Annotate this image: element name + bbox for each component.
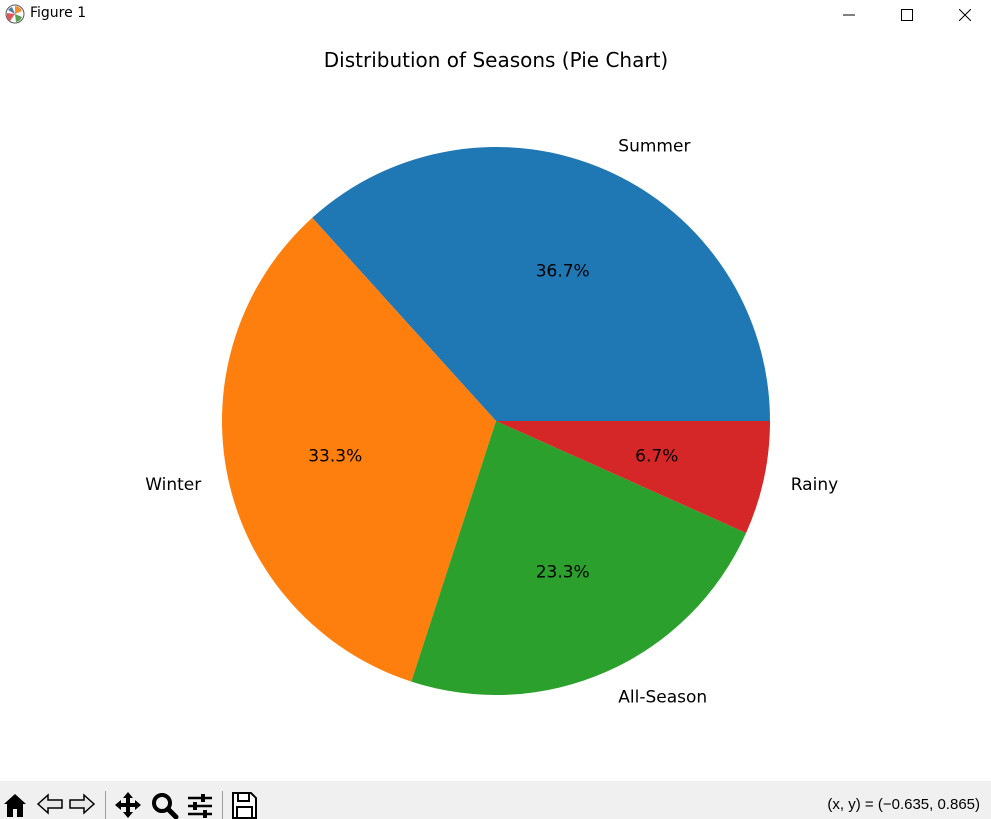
minimize-icon bbox=[843, 14, 855, 15]
chart-title: Distribution of Seasons (Pie Chart) bbox=[324, 48, 668, 72]
cursor-coordinates: (x, y) = (−0.635, 0.865) bbox=[827, 796, 980, 813]
pie-chart: Distribution of Seasons (Pie Chart) Summ… bbox=[145, 48, 838, 707]
window-title: Figure 1 bbox=[30, 5, 87, 21]
navigation-toolbar: (x, y) = (−0.635, 0.865) bbox=[0, 781, 991, 819]
forward-arrow-icon bbox=[69, 793, 96, 815]
pie-slice-rainy bbox=[496, 421, 770, 533]
close-button[interactable] bbox=[936, 0, 991, 29]
pan-button[interactable] bbox=[113, 791, 143, 819]
home-icon bbox=[4, 794, 26, 817]
maximize-icon bbox=[901, 8, 913, 21]
slice-percent-winter: 33.3% bbox=[308, 446, 362, 466]
slice-percent-rainy: 6.7% bbox=[635, 446, 678, 466]
back-arrow-icon bbox=[36, 793, 63, 815]
slice-percent-all-season: 23.3% bbox=[536, 562, 590, 582]
slice-label-summer: Summer bbox=[618, 137, 690, 157]
move-icon bbox=[115, 792, 141, 818]
toolbar-separator bbox=[222, 791, 223, 819]
zoom-button[interactable] bbox=[150, 791, 180, 819]
sliders-icon bbox=[188, 794, 212, 818]
close-icon bbox=[959, 8, 971, 21]
slice-label-winter: Winter bbox=[145, 475, 201, 495]
matplotlib-icon bbox=[5, 4, 25, 24]
configure-subplots-button[interactable] bbox=[186, 791, 214, 819]
figure-canvas[interactable]: Distribution of Seasons (Pie Chart) Summ… bbox=[0, 29, 991, 781]
pie-slice-all-season bbox=[411, 421, 747, 695]
back-button[interactable] bbox=[36, 791, 64, 819]
pie-slice-summer bbox=[312, 146, 771, 421]
slice-label-all-season: All-Season bbox=[618, 687, 707, 707]
pie-slice-winter bbox=[222, 217, 496, 682]
zoom-icon bbox=[152, 793, 179, 819]
slice-percent-summer: 36.7% bbox=[536, 262, 590, 282]
toolbar-separator bbox=[105, 791, 106, 819]
maximize-button[interactable] bbox=[878, 0, 936, 29]
save-button[interactable] bbox=[230, 791, 258, 819]
slice-label-rainy: Rainy bbox=[791, 475, 838, 495]
save-icon bbox=[232, 792, 257, 819]
forward-button[interactable] bbox=[68, 791, 96, 819]
home-button[interactable] bbox=[2, 791, 28, 819]
window-titlebar: Figure 1 bbox=[0, 0, 991, 29]
minimize-button[interactable] bbox=[820, 0, 878, 29]
